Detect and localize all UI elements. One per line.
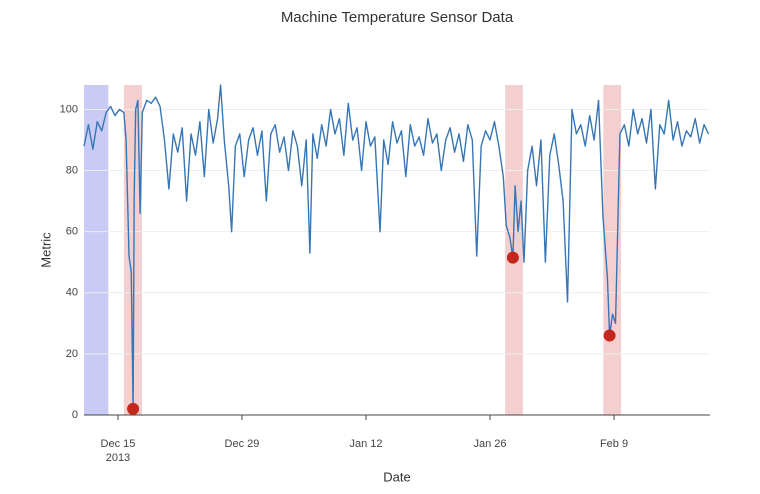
highlight-region [123, 85, 142, 415]
x-axis-title: Date [383, 469, 410, 484]
y-tick-label: 20 [66, 348, 78, 360]
x-tick-label: Jan 26 [473, 438, 507, 450]
y-tick-label: 40 [66, 287, 78, 299]
anomaly-point [506, 251, 519, 264]
anomaly-point [603, 329, 616, 342]
highlight-region [84, 85, 109, 415]
x-tick-label: Feb 9 [599, 438, 629, 450]
y-tick-label: 80 [66, 164, 78, 176]
data-line [83, 84, 710, 410]
y-tick-label: 100 [60, 103, 78, 115]
y-tick-label: 60 [66, 226, 78, 238]
x-tick-label: Dec 15 2013 [100, 438, 136, 464]
y-axis-title: Metric [38, 232, 53, 268]
anomaly-point [127, 402, 140, 415]
chart-title: Machine Temperature Sensor Data [281, 9, 514, 26]
x-tick-label: Jan 12 [349, 438, 383, 450]
highlight-region [505, 85, 523, 415]
x-tick-label: Dec 29 [224, 438, 260, 450]
y-tick-label: 0 [72, 409, 78, 421]
